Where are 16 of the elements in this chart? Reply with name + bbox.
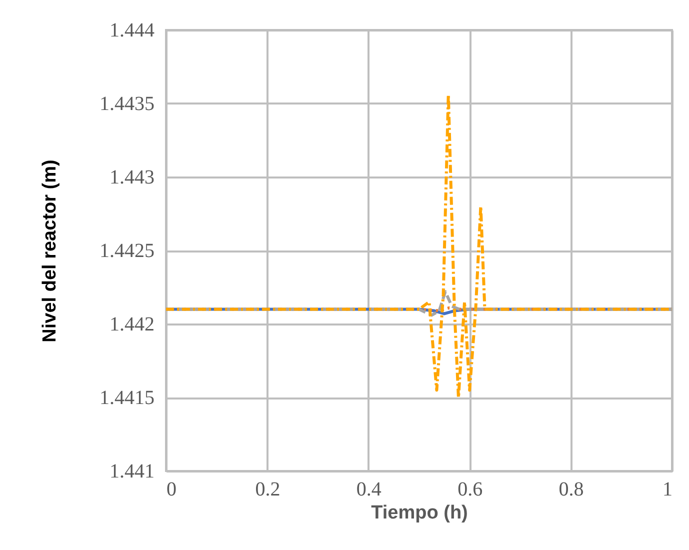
x-tick-label: 0.4 [356,478,382,500]
y-tick-label: 1.442 [110,314,154,336]
y-tick-label: 1.4435 [100,93,154,115]
y-tick-label: 1.443 [110,166,154,188]
x-tick-label: 1 [662,478,672,500]
x-axis-title: Tiempo (h) [371,502,468,524]
x-tick-label: 0 [166,478,176,500]
y-tick-label: 1.441 [110,460,154,482]
x-tick-label: 0.2 [255,478,280,500]
x-tick-label: 0.8 [558,478,584,500]
y-tick-label: 1.444 [110,20,154,42]
y-tick-label: 1.4415 [100,387,154,409]
y-tick-label: 1.4425 [100,240,154,262]
y-axis-title: Nivel del reactor (m) [40,160,60,342]
line-series [166,93,672,399]
x-tick-label: 0.6 [458,478,483,500]
